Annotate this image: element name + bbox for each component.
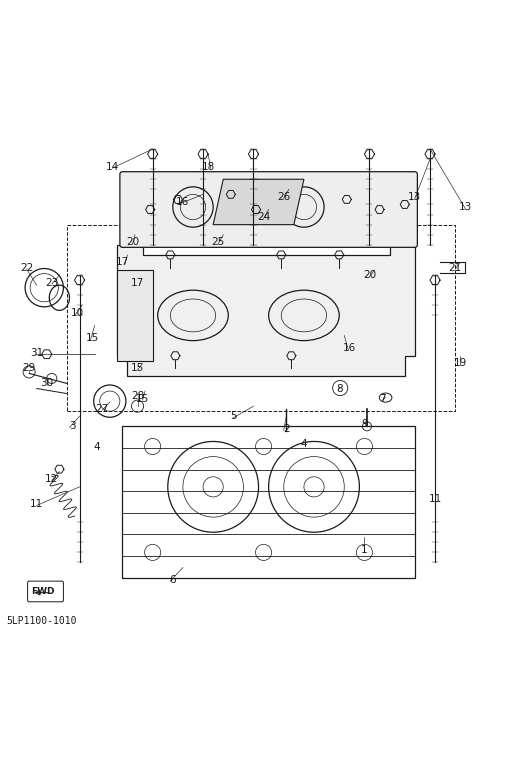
Polygon shape [117,245,415,376]
Text: 15: 15 [131,364,144,374]
FancyArrowPatch shape [35,591,49,595]
Text: 29: 29 [22,364,36,374]
Text: 7: 7 [379,394,385,404]
Text: 13: 13 [408,192,421,202]
Text: 16: 16 [176,197,190,207]
Text: 28: 28 [131,391,144,401]
Text: 5: 5 [230,411,237,422]
Text: 9: 9 [361,419,368,428]
Text: 13: 13 [459,202,472,212]
Bar [67,225,455,411]
FancyBboxPatch shape [120,171,417,247]
Text: 10: 10 [70,308,84,318]
Text: 16: 16 [343,344,356,353]
Bar [122,426,415,577]
Text: 18: 18 [201,161,215,171]
Text: 15: 15 [86,333,99,343]
Text: 25: 25 [211,237,225,247]
Text: 20: 20 [363,270,376,280]
Text: 4: 4 [94,442,100,452]
Text: 17: 17 [131,278,144,288]
Text: 17: 17 [116,258,129,267]
Text: 2: 2 [283,424,289,434]
Text: 15: 15 [136,394,149,404]
Text: 3: 3 [68,422,76,432]
Text: 11: 11 [30,499,43,510]
Text: 27: 27 [96,404,109,414]
Text: 1: 1 [361,545,368,555]
Polygon shape [213,179,304,225]
Bar [117,270,153,361]
Text: 19: 19 [454,358,467,368]
Text: 14: 14 [105,161,119,171]
Text: 12: 12 [45,474,58,484]
Text: 8: 8 [336,384,343,394]
Text: 20: 20 [126,237,139,247]
Text: 30: 30 [40,378,53,388]
Text: 24: 24 [257,212,270,222]
Text: 11: 11 [428,494,442,504]
Text: 4: 4 [301,439,307,449]
Text: 5LP1100-1010: 5LP1100-1010 [7,615,77,625]
Text: FWD: FWD [31,587,54,596]
Text: 26: 26 [277,192,291,202]
Text: 22: 22 [20,262,33,273]
Text: 23: 23 [45,278,58,288]
Text: 6: 6 [169,575,176,585]
Text: 21: 21 [449,262,462,273]
Text: 31: 31 [30,348,43,358]
